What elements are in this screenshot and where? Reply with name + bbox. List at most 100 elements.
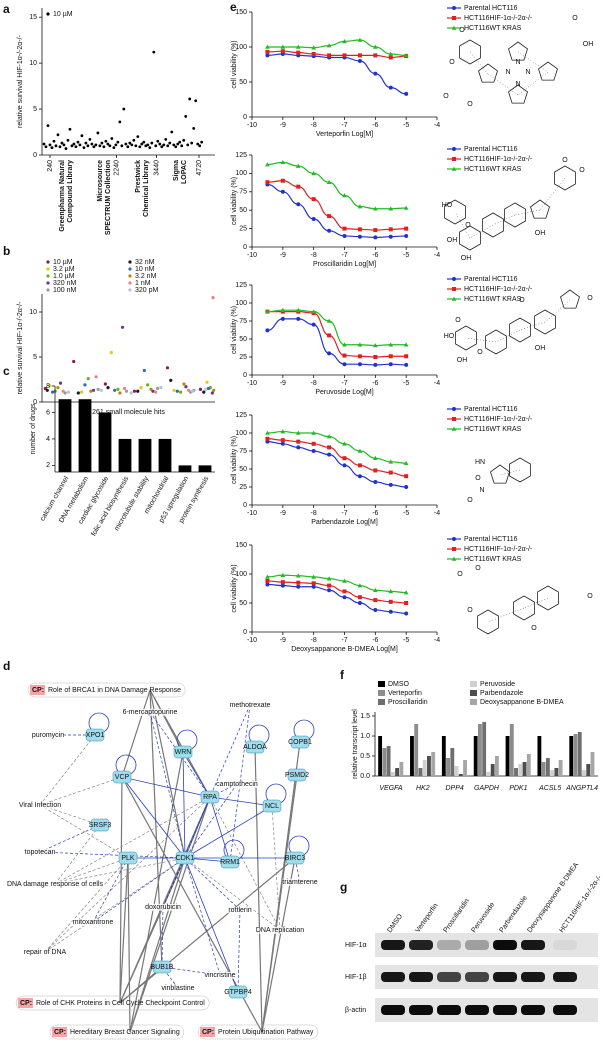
point <box>311 197 316 202</box>
atom-label: O <box>449 59 455 66</box>
pathway-edge <box>129 857 186 1033</box>
atom-label: HN <box>475 459 485 466</box>
point <box>182 138 186 142</box>
bar <box>382 748 387 776</box>
point <box>280 429 286 434</box>
x-tick-label: ANGPTL4 <box>565 785 598 792</box>
point <box>192 126 196 130</box>
point <box>373 362 378 367</box>
point <box>373 44 378 49</box>
x-tick-label: -6 <box>372 380 378 387</box>
atom-label: OH <box>535 230 546 237</box>
structure-bond <box>514 209 541 216</box>
y-tick-label: 100 <box>235 300 247 307</box>
point <box>129 391 133 395</box>
point <box>403 590 409 595</box>
blot-band <box>521 972 545 982</box>
network-node: methotrexate <box>230 702 271 709</box>
y-tick-label: 0 <box>243 244 247 251</box>
node-label-bg <box>255 926 305 934</box>
point <box>342 233 347 238</box>
point <box>342 39 347 44</box>
point <box>46 124 50 127</box>
point <box>198 387 203 391</box>
node-label-bg <box>24 848 56 856</box>
point <box>70 144 74 148</box>
point <box>342 193 347 198</box>
atom-label: O <box>531 625 537 632</box>
point <box>404 485 409 489</box>
x-tick-label: -10 <box>247 380 257 387</box>
point <box>388 589 394 594</box>
y-tick-label: 15 <box>29 14 37 21</box>
drug-edge <box>184 783 238 859</box>
point <box>205 380 209 384</box>
point <box>373 607 378 612</box>
blot-band <box>553 940 577 950</box>
blot-band <box>409 940 433 950</box>
point <box>194 99 198 103</box>
node-label-bg <box>31 731 65 739</box>
library-label: Chemical Library <box>143 160 150 217</box>
atom-label: O <box>443 93 449 100</box>
point <box>62 143 66 147</box>
legend-marker <box>452 16 456 20</box>
pathway-edge <box>149 689 186 859</box>
library-label: Sigma <box>173 160 180 181</box>
x-axis-label: Peruvoside Log[M] <box>315 389 373 396</box>
legend-label: 3.2 nM <box>135 273 157 280</box>
panel-label: a <box>3 2 10 16</box>
point <box>280 438 285 443</box>
y-tick-label: 25 <box>239 484 247 491</box>
network-node: vincristine <box>204 972 235 979</box>
atom-label: O <box>475 565 481 572</box>
point <box>296 584 301 589</box>
point <box>206 386 210 391</box>
bar <box>446 758 450 776</box>
node-label-bg <box>229 701 271 709</box>
point <box>200 140 204 144</box>
bar <box>414 724 419 776</box>
x-tick-label: -5 <box>403 252 409 259</box>
point <box>58 145 62 149</box>
y-axis-label: relative survival HIF-1α-/-2α-/- <box>17 301 24 395</box>
point <box>108 144 112 148</box>
structure-ring <box>490 464 510 484</box>
structure-ring <box>538 61 558 81</box>
y-tick-label: 125 <box>235 152 247 159</box>
y-tick-label: 25 <box>239 225 247 232</box>
fit-line <box>267 318 407 366</box>
point <box>373 468 378 473</box>
point <box>113 388 117 392</box>
legend-label: Proscillaridin <box>388 699 428 706</box>
structure-bond <box>539 177 566 211</box>
drug-edge <box>229 704 251 863</box>
network-node: RRM1 <box>220 859 240 866</box>
x-tick-label: VEGFA <box>379 785 403 792</box>
pathway-outline <box>15 995 210 1011</box>
bar <box>573 734 578 776</box>
point <box>373 598 378 603</box>
structure-ring <box>509 457 531 483</box>
function-edge <box>39 804 129 859</box>
point <box>48 384 52 388</box>
x-tick-label: -7 <box>341 252 347 259</box>
point <box>342 589 347 594</box>
point <box>311 322 316 327</box>
legend-label: Parental HCT116 <box>464 536 518 543</box>
structure-ring <box>485 329 507 355</box>
network-node: vinblastine <box>161 985 194 992</box>
point <box>265 328 270 333</box>
point <box>265 49 270 54</box>
point <box>357 204 363 209</box>
structure-bond <box>492 214 516 226</box>
function-edge <box>54 796 211 885</box>
bar <box>518 764 523 776</box>
bar <box>390 772 395 776</box>
y-tick-label: 5 <box>33 354 37 361</box>
point <box>142 368 146 373</box>
y-tick-label: 25 <box>239 354 247 361</box>
fit-line <box>267 309 407 347</box>
x-tick-label: -8 <box>311 380 317 387</box>
